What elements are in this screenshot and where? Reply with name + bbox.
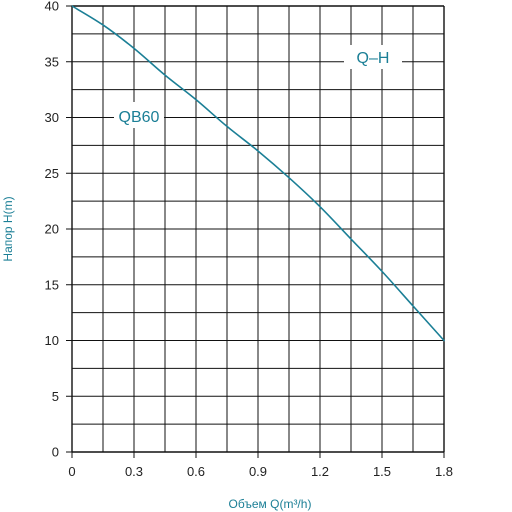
y-tick-label: 15 xyxy=(45,277,59,292)
y-axis-title: Напор H(m) xyxy=(1,196,15,261)
series-name-label: QB60 xyxy=(119,109,160,126)
y-tick-label: 0 xyxy=(52,445,59,460)
series-layer xyxy=(71,5,445,342)
y-tick-label: 20 xyxy=(45,222,59,237)
qh-label-background xyxy=(344,45,402,69)
series-label-background xyxy=(114,102,164,128)
x-tick-label: 1.5 xyxy=(373,464,391,479)
x-tick-label: 0.3 xyxy=(125,464,143,479)
y-tick-label: 5 xyxy=(52,389,59,404)
x-axis-title: Объем Q(m³/h) xyxy=(229,497,312,511)
x-tick-label: 0.6 xyxy=(187,464,205,479)
x-tick-label: 1.2 xyxy=(311,464,329,479)
curve-type-label: Q–H xyxy=(357,50,390,67)
x-tick-label: 0.9 xyxy=(249,464,267,479)
y-tick-labels: 0 5 10 15 20 25 30 35 40 xyxy=(45,0,72,460)
x-tick-labels: 0 0.3 0.6 0.9 1.2 1.5 1.8 xyxy=(68,452,453,479)
series-line-qb60 xyxy=(71,5,445,342)
grid xyxy=(71,5,445,453)
x-tick-label: 1.8 xyxy=(435,464,453,479)
y-tick-label: 10 xyxy=(45,333,59,348)
y-tick-label: 40 xyxy=(45,0,59,14)
x-tick-label: 0 xyxy=(68,464,75,479)
y-tick-label: 30 xyxy=(45,110,59,125)
y-tick-label: 35 xyxy=(45,54,59,69)
y-tick-label: 25 xyxy=(45,166,59,181)
